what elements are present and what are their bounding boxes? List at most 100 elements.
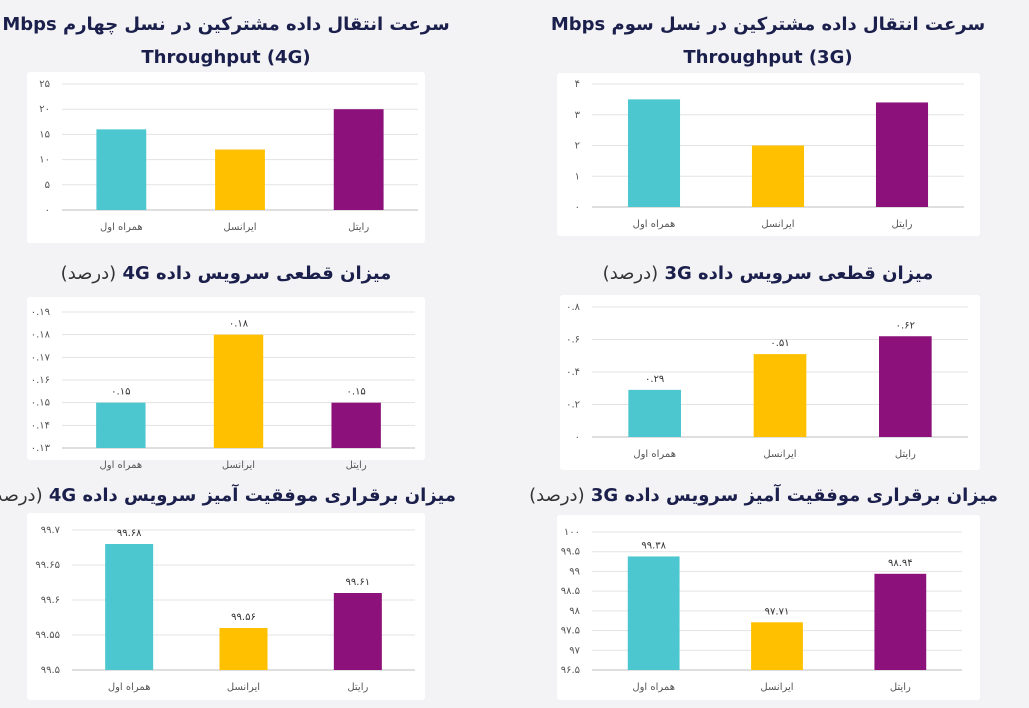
chart-subtitle: (درصد) — [529, 485, 585, 506]
y-tick-label: ۲۰ — [39, 104, 50, 115]
data-label: ۰.۶۲ — [896, 320, 915, 331]
data-label: ۹۸.۹۴ — [888, 558, 913, 569]
data-label: ۹۹.۵۶ — [231, 612, 256, 623]
x-tick-label: ایرانسل — [761, 219, 794, 230]
chart-title-block: میزان برقراری موفقیت آمیز سرویس داده 3G … — [529, 479, 998, 512]
chart-subtitle: (درصد) — [602, 263, 659, 284]
bar — [96, 129, 147, 210]
y-tick-label: ۹۹.۵۵ — [35, 630, 60, 641]
y-tick-label: ۲ — [575, 141, 580, 152]
y-tick-label: ۰.۴ — [566, 367, 580, 378]
y-tick-label: ۰.۱۶ — [31, 375, 50, 386]
x-tick-label: همراه اول — [108, 682, 151, 693]
x-tick-label: همراه اول — [100, 222, 143, 233]
bar — [627, 99, 681, 207]
bar — [875, 102, 929, 207]
x-tick-label: رایتل — [348, 222, 369, 233]
chart-subtitle: (درصد) — [0, 485, 43, 506]
x-tick-label: ایرانسل — [222, 460, 255, 471]
bar — [333, 593, 382, 670]
bar — [628, 389, 681, 437]
y-tick-label: ۵ — [45, 180, 50, 191]
y-tick-label: ۹۹.۵ — [41, 665, 60, 676]
y-tick-label: ۴ — [575, 79, 580, 90]
y-tick-label: ۰.۱۳ — [31, 443, 51, 454]
chart-title: میزان برقراری موفقیت آمیز سرویس داده 3G — [590, 485, 998, 506]
y-tick-label: ۰ — [45, 205, 50, 216]
y-tick-label: ۰.۱۸ — [31, 330, 51, 341]
y-tick-label: ۲۵ — [39, 79, 50, 90]
data-label: ۰.۱۸ — [229, 319, 249, 330]
chart-subtitle: Throughput (4G) — [141, 47, 311, 68]
chart-title: میزان قطعی سرویس داده 4G — [122, 263, 392, 284]
data-label: ۹۹.۳۸ — [641, 540, 666, 551]
y-tick-label: ۹۷.۵ — [561, 626, 580, 637]
y-tick-label: ۹۷ — [569, 645, 580, 656]
chart-title-block: میزان قطعی سرویس داده 3G (درصد) — [538, 257, 998, 290]
x-tick-label: ایرانسل — [760, 682, 793, 693]
data-label: ۰.۱۵ — [347, 387, 366, 398]
x-tick-label: ایرانسل — [227, 682, 260, 693]
y-tick-label: ۹۸ — [569, 606, 580, 617]
y-tick-label: ۱ — [575, 171, 580, 182]
chart-title-block: سرعت انتقال داده مشترکین در نسل سوم Mbps… — [538, 8, 998, 74]
bar — [753, 354, 807, 437]
y-tick-label: ۱۰ — [39, 155, 50, 166]
y-tick-label: ۰.۸ — [566, 302, 581, 313]
y-tick-label: ۹۹.۷ — [41, 525, 61, 536]
data-label: ۹۹.۶۸ — [117, 528, 142, 539]
chart-title-block: میزان قطعی سرویس داده 4G (درصد) — [0, 257, 456, 290]
chart-title: میزان برقراری موفقیت آمیز سرویس داده 4G — [48, 485, 456, 506]
chart-title-block: سرعت انتقال داده مشترکین در نسل چهارم Mb… — [0, 8, 456, 74]
x-tick-label: رایتل — [895, 449, 916, 460]
bar — [874, 573, 927, 670]
x-tick-label: ایرانسل — [763, 449, 796, 460]
chart-title: سرعت انتقال داده مشترکین در نسل چهارم Mb… — [2, 14, 450, 35]
y-tick-label: ۰.۱۹ — [31, 307, 50, 318]
bar — [96, 402, 146, 448]
bar — [331, 402, 381, 448]
y-tick-label: ۰.۱۷ — [31, 352, 51, 363]
y-tick-label: ۹۹ — [569, 566, 580, 577]
bar — [215, 149, 265, 210]
bar — [751, 145, 805, 207]
y-tick-label: ۰.۱۴ — [31, 420, 50, 431]
y-tick-label: ۹۹.۶ — [41, 595, 60, 606]
bar — [213, 334, 264, 448]
y-tick-label: ۹۹.۵ — [561, 547, 580, 558]
y-tick-label: ۰ — [575, 202, 580, 213]
data-label: ۰.۲۹ — [645, 374, 664, 385]
chart-title: سرعت انتقال داده مشترکین در نسل سوم Mbps — [550, 14, 986, 35]
data-label: ۹۹.۶۱ — [345, 577, 370, 588]
x-tick-label: رایتل — [347, 682, 368, 693]
y-tick-label: ۰.۲ — [566, 400, 580, 411]
chart-subtitle: Throughput (3G) — [683, 47, 853, 68]
x-tick-label: رایتل — [892, 219, 913, 230]
bar — [105, 544, 154, 670]
y-tick-label: ۰.۱۵ — [31, 398, 50, 409]
chart-title-block: میزان برقراری موفقیت آمیز سرویس داده 4G … — [0, 479, 456, 512]
y-tick-label: ۳ — [575, 110, 581, 121]
y-tick-label: ۹۸.۵ — [561, 586, 580, 597]
bar — [333, 109, 384, 210]
y-tick-label: ۹۶.۵ — [561, 665, 580, 676]
y-tick-label: ۰.۶ — [566, 335, 580, 346]
y-tick-label: ۹۹.۶۵ — [35, 560, 60, 571]
x-tick-label: رایتل — [346, 460, 367, 471]
bar — [879, 336, 932, 437]
x-tick-label: رایتل — [890, 682, 911, 693]
chart-subtitle: (درصد) — [60, 263, 117, 284]
x-tick-label: همراه اول — [633, 449, 676, 460]
data-label: ۹۷.۷۱ — [765, 606, 790, 617]
bar — [219, 628, 268, 670]
x-tick-label: همراه اول — [100, 460, 143, 471]
data-label: ۰.۵۱ — [770, 338, 789, 349]
y-tick-label: ۱۰۰ — [564, 527, 580, 538]
y-tick-label: ۱۵ — [39, 129, 50, 140]
y-tick-label: ۰ — [575, 432, 580, 443]
x-tick-label: همراه اول — [633, 219, 676, 230]
chart-title: میزان قطعی سرویس داده 3G — [664, 263, 934, 284]
x-tick-label: ایرانسل — [223, 222, 256, 233]
